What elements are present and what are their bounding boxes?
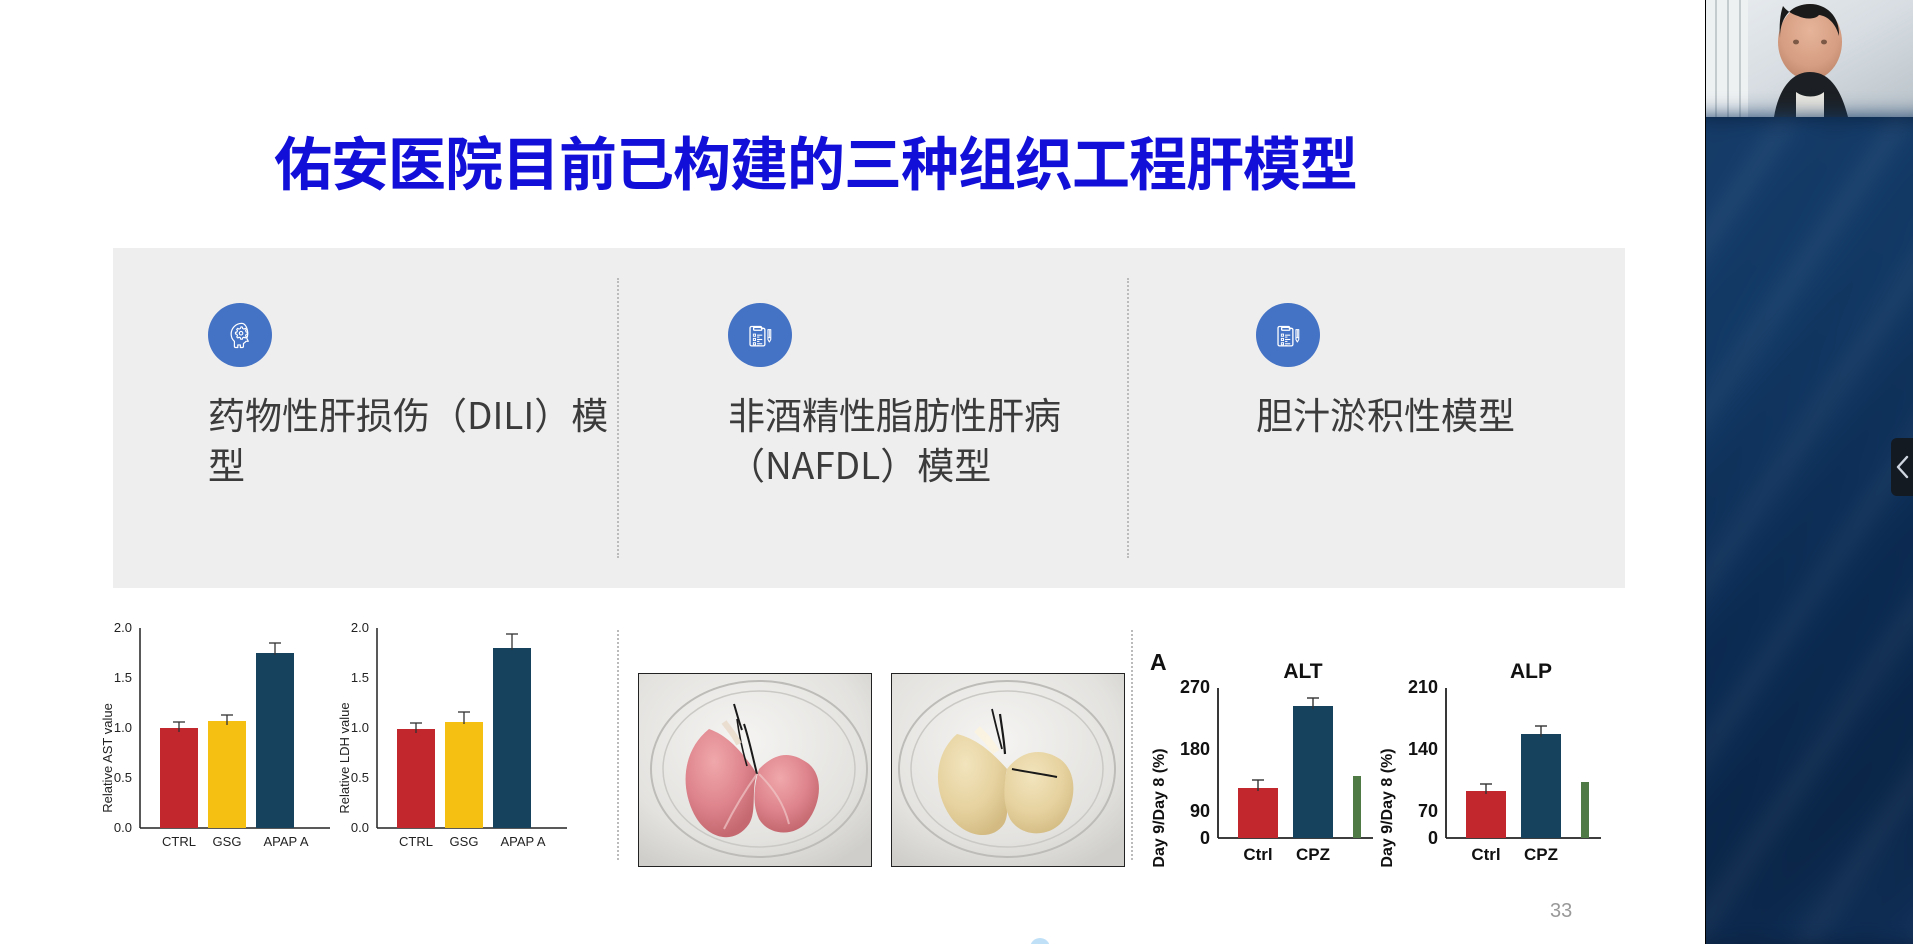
svg-text:70: 70 — [1418, 801, 1438, 821]
svg-text:CTRL: CTRL — [162, 834, 196, 849]
svg-text:1.5: 1.5 — [351, 670, 369, 685]
svg-text:CPZ: CPZ — [1296, 845, 1330, 864]
svg-text:0.5: 0.5 — [351, 770, 369, 785]
svg-text:CPZ: CPZ — [1524, 845, 1558, 864]
svg-text:2.0: 2.0 — [351, 620, 369, 635]
svg-text:ALP: ALP — [1510, 660, 1552, 683]
svg-text:0.5: 0.5 — [114, 770, 132, 785]
svg-text:A: A — [1150, 649, 1167, 675]
svg-text:Relative LDH value: Relative LDH value — [337, 702, 352, 813]
svg-text:Day 9/Day 8 (%): Day 9/Day 8 (%) — [1379, 748, 1396, 867]
svg-text:GSG: GSG — [213, 834, 242, 849]
svg-text:180: 180 — [1180, 739, 1210, 759]
svg-text:Ctrl: Ctrl — [1471, 845, 1500, 864]
svg-text:CTRL: CTRL — [399, 834, 433, 849]
svg-text:0: 0 — [1428, 828, 1438, 848]
svg-text:Day 9/Day 8 (%): Day 9/Day 8 (%) — [1151, 748, 1168, 867]
svg-text:140: 140 — [1408, 739, 1438, 759]
svg-text:Ctrl: Ctrl — [1243, 845, 1272, 864]
svg-text:APAP A: APAP A — [263, 834, 308, 849]
svg-text:0: 0 — [1200, 828, 1210, 848]
svg-text:210: 210 — [1408, 677, 1438, 697]
svg-text:0.0: 0.0 — [351, 820, 369, 835]
svg-text:1.0: 1.0 — [114, 720, 132, 735]
svg-text:2.0: 2.0 — [114, 620, 132, 635]
svg-text:Relative AST value: Relative AST value — [100, 703, 115, 813]
svg-text:90: 90 — [1190, 801, 1210, 821]
svg-text:APAP A: APAP A — [500, 834, 545, 849]
svg-text:270: 270 — [1180, 677, 1210, 697]
svg-text:GSG: GSG — [450, 834, 479, 849]
svg-text:1.0: 1.0 — [351, 720, 369, 735]
svg-text:1.5: 1.5 — [114, 670, 132, 685]
svg-text:ALT: ALT — [1283, 660, 1322, 683]
svg-text:0.0: 0.0 — [114, 820, 132, 835]
